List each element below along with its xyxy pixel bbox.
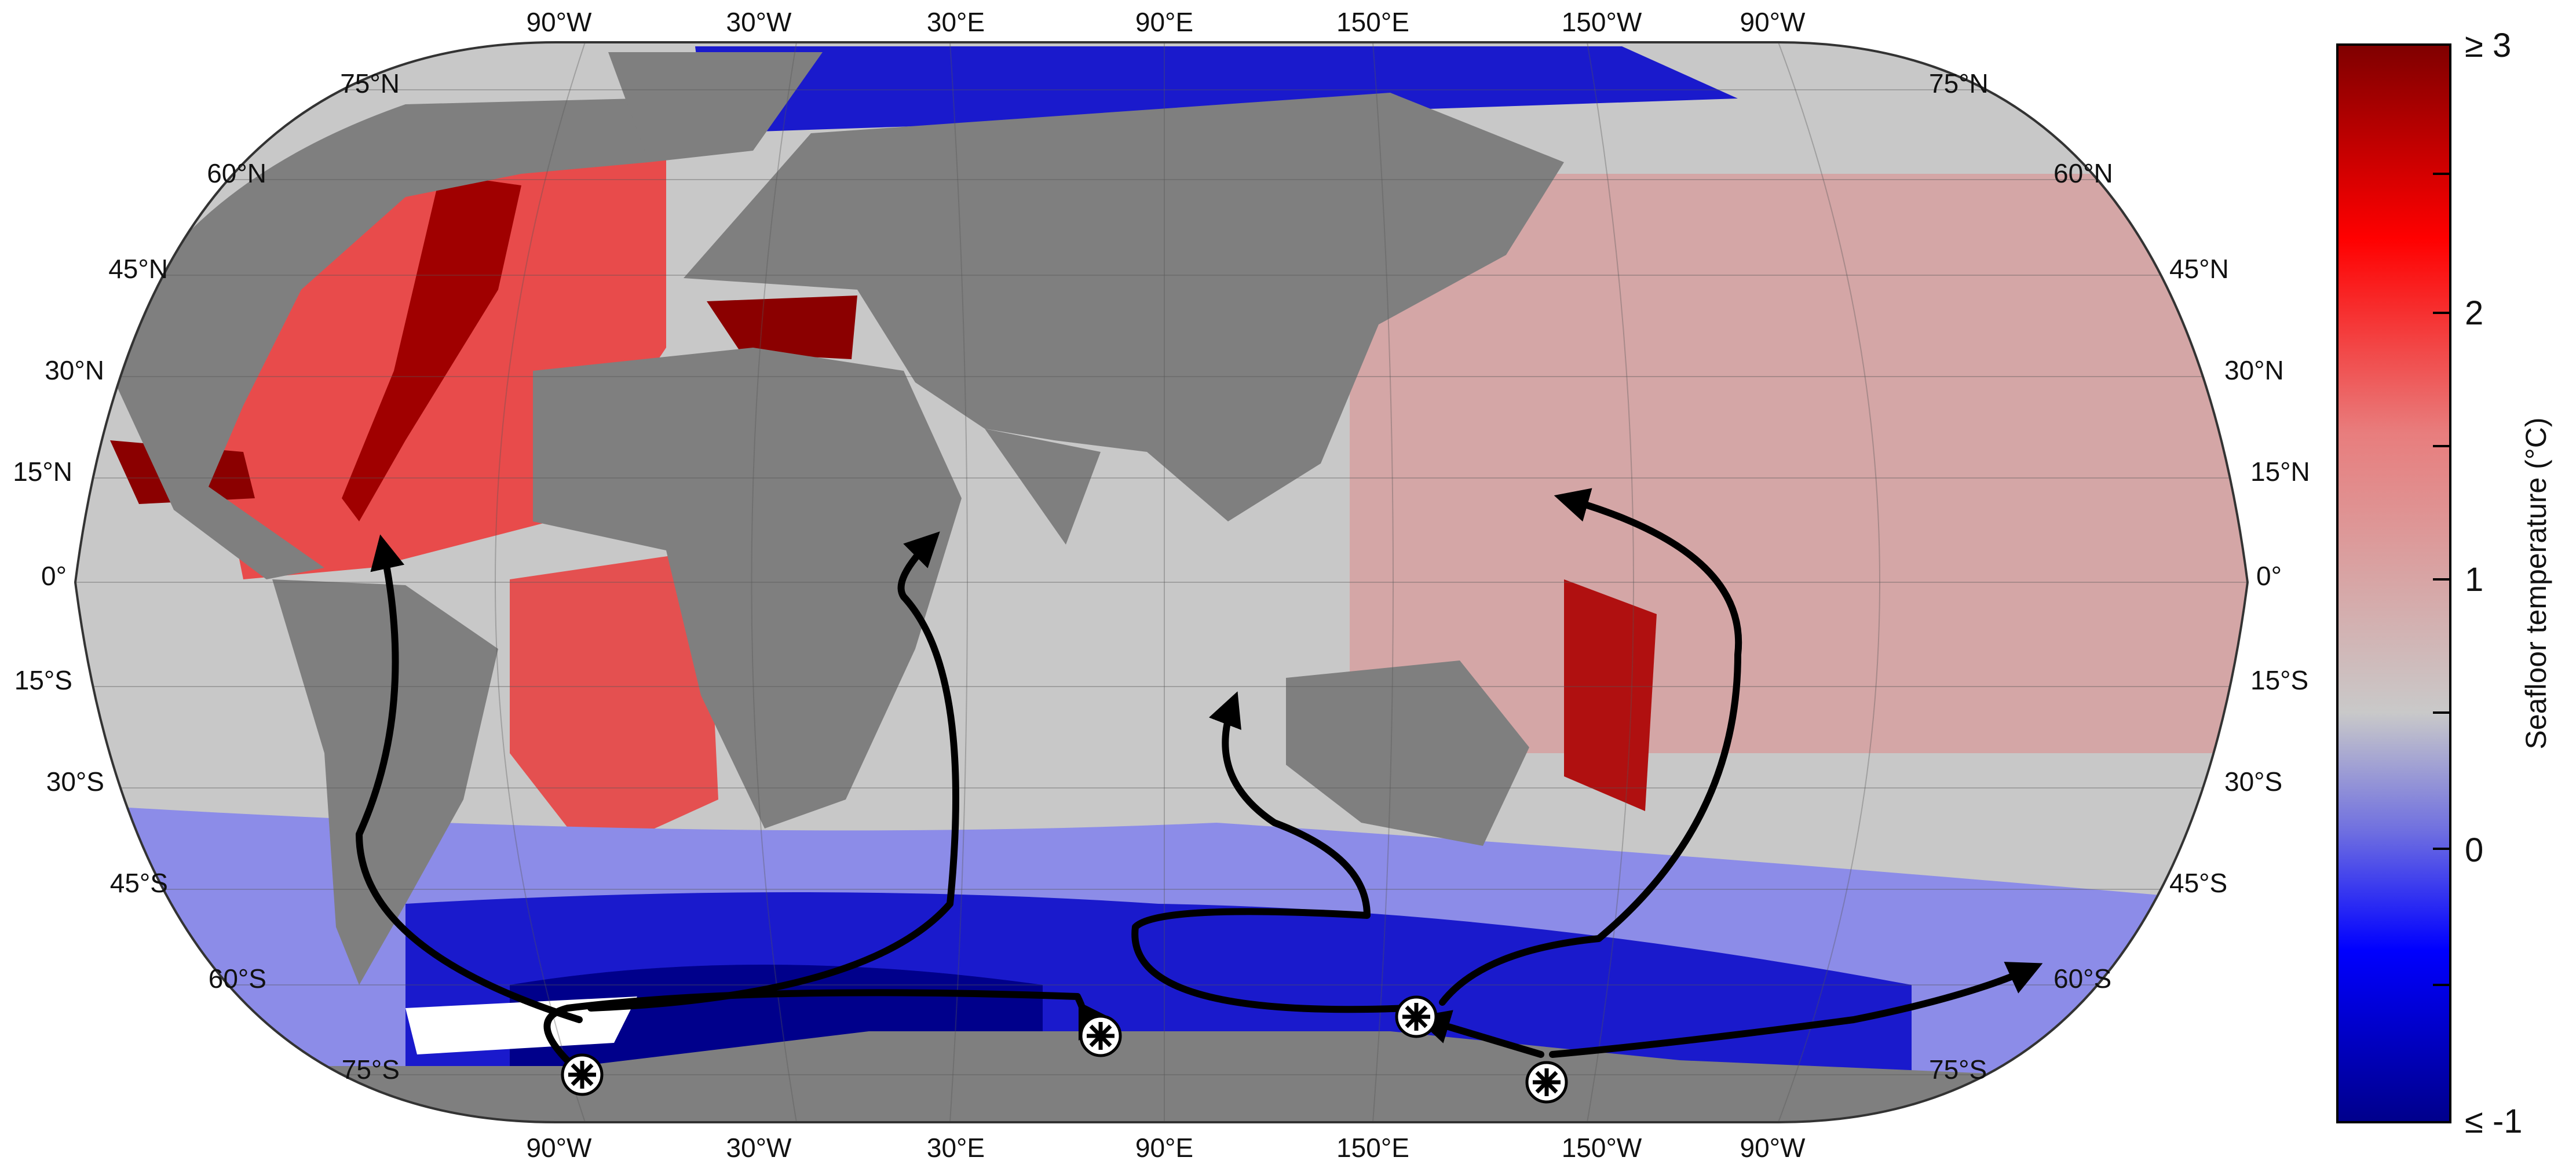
south-america: [272, 579, 498, 985]
arrow-icon: [1439, 488, 1742, 1006]
lat-label: 60°N: [2054, 158, 2113, 188]
arrow-icon: [356, 534, 583, 1023]
lon-label: 90°W: [1740, 1133, 1806, 1163]
graticule: [75, 42, 2248, 1122]
circulation-arrows: [356, 488, 2043, 1075]
arrow-icon: [1131, 691, 1411, 1013]
lon-label: 150°W: [1562, 7, 1642, 37]
colorbar-tick-label: ≥ 3: [2465, 27, 2511, 64]
pacific-ocean: [1350, 174, 2248, 753]
lon-label: 150°E: [1336, 7, 1409, 37]
lon-label: 30°W: [726, 7, 792, 37]
australia: [1286, 660, 1529, 846]
lat-label: 15°S: [2250, 665, 2308, 695]
dense-water-source-icon: [1395, 995, 1438, 1038]
lat-label: 15°N: [2250, 457, 2310, 487]
map-body: [75, 42, 2248, 1122]
arrow-icon: [587, 531, 959, 1012]
lon-label: 30°W: [726, 1133, 792, 1163]
lat-label: 60°S: [209, 963, 266, 994]
dense-water-source-icon: [561, 1053, 604, 1096]
lat-label: 45°S: [110, 868, 168, 898]
globe-outline: [74, 41, 2249, 1123]
lon-label: 30°E: [927, 1133, 985, 1163]
north-atlantic-ridge: [342, 174, 521, 521]
colorbar-gradient: [2336, 43, 2451, 1123]
colorbar-tick-label: 2: [2465, 294, 2483, 332]
greenland: [608, 52, 823, 162]
lon-label: 90°W: [1740, 7, 1806, 37]
lat-label: 30°N: [45, 355, 104, 385]
lon-label: 150°E: [1336, 1133, 1409, 1163]
colorbar: ≥ 3 2 1 0 ≤ -1 Seafloor temperature (°C): [2336, 27, 2552, 1140]
lat-label: 60°S: [2054, 963, 2111, 994]
lat-label: 75°S: [342, 1054, 400, 1085]
top-longitude-labels: 90°W 30°W 30°E 90°E 150°E 150°W 90°W: [527, 7, 1806, 37]
arrow-icon: [1549, 962, 2043, 1058]
dense-water-source-icon: [1079, 1014, 1122, 1057]
lat-label: 75°N: [1929, 68, 1989, 98]
bottom-longitude-labels: 90°W 30°W 30°E 90°E 150°E 150°W 90°W: [527, 1133, 1806, 1163]
arrow-icon: [1415, 1010, 1544, 1058]
lat-label: 75°N: [340, 68, 400, 98]
africa: [533, 348, 962, 828]
left-latitude-labels: 75°N 60°N 45°N 30°N 15°N 0° 15°S 30°S 45…: [13, 68, 400, 1085]
lat-label: 60°N: [207, 158, 266, 188]
indonesia-hotspots: [1564, 579, 1657, 811]
india: [985, 429, 1101, 545]
colorbar-tick-label: ≤ -1: [2465, 1103, 2523, 1140]
lat-label: 15°N: [13, 457, 72, 487]
ice-shelf: [405, 997, 637, 1054]
lon-label: 90°E: [1135, 7, 1193, 37]
colorbar-tick-label: 1: [2465, 561, 2483, 598]
lat-label: 15°S: [14, 665, 72, 695]
eurasia: [684, 93, 1564, 521]
colorbar-ticks: [2433, 43, 2450, 1123]
arctic-ocean: [695, 46, 1738, 133]
lat-label: 75°S: [1929, 1054, 1987, 1085]
lat-label: 45°S: [2169, 868, 2227, 898]
lat-label: 30°S: [2224, 767, 2282, 797]
dense-water-source-icon: [1525, 1061, 1568, 1104]
lon-label: 30°E: [927, 7, 985, 37]
lon-label: 90°E: [1135, 1133, 1193, 1163]
antarctica: [75, 1031, 2248, 1122]
north-america: [104, 98, 649, 579]
lat-label: 30°N: [2224, 355, 2284, 385]
colorbar-title: Seafloor temperature (°C): [2520, 418, 2552, 750]
right-latitude-labels: 75°N 60°N 45°N 30°N 15°N 0° 15°S 30°S 45…: [1929, 68, 2310, 1085]
lat-label: 45°N: [108, 254, 168, 284]
colorbar-tick-label: 0: [2465, 831, 2483, 869]
lon-label: 150°W: [1562, 1133, 1642, 1163]
south-atlantic: [510, 550, 718, 857]
lat-label: 0°: [41, 561, 67, 591]
dense-water-sources: [561, 995, 1568, 1104]
lon-label: 90°W: [527, 7, 593, 37]
lat-label: 0°: [2256, 561, 2282, 591]
lat-label: 45°N: [2169, 254, 2229, 284]
lat-label: 30°S: [46, 767, 104, 797]
mediterranean: [707, 295, 857, 359]
lon-label: 90°W: [527, 1133, 593, 1163]
